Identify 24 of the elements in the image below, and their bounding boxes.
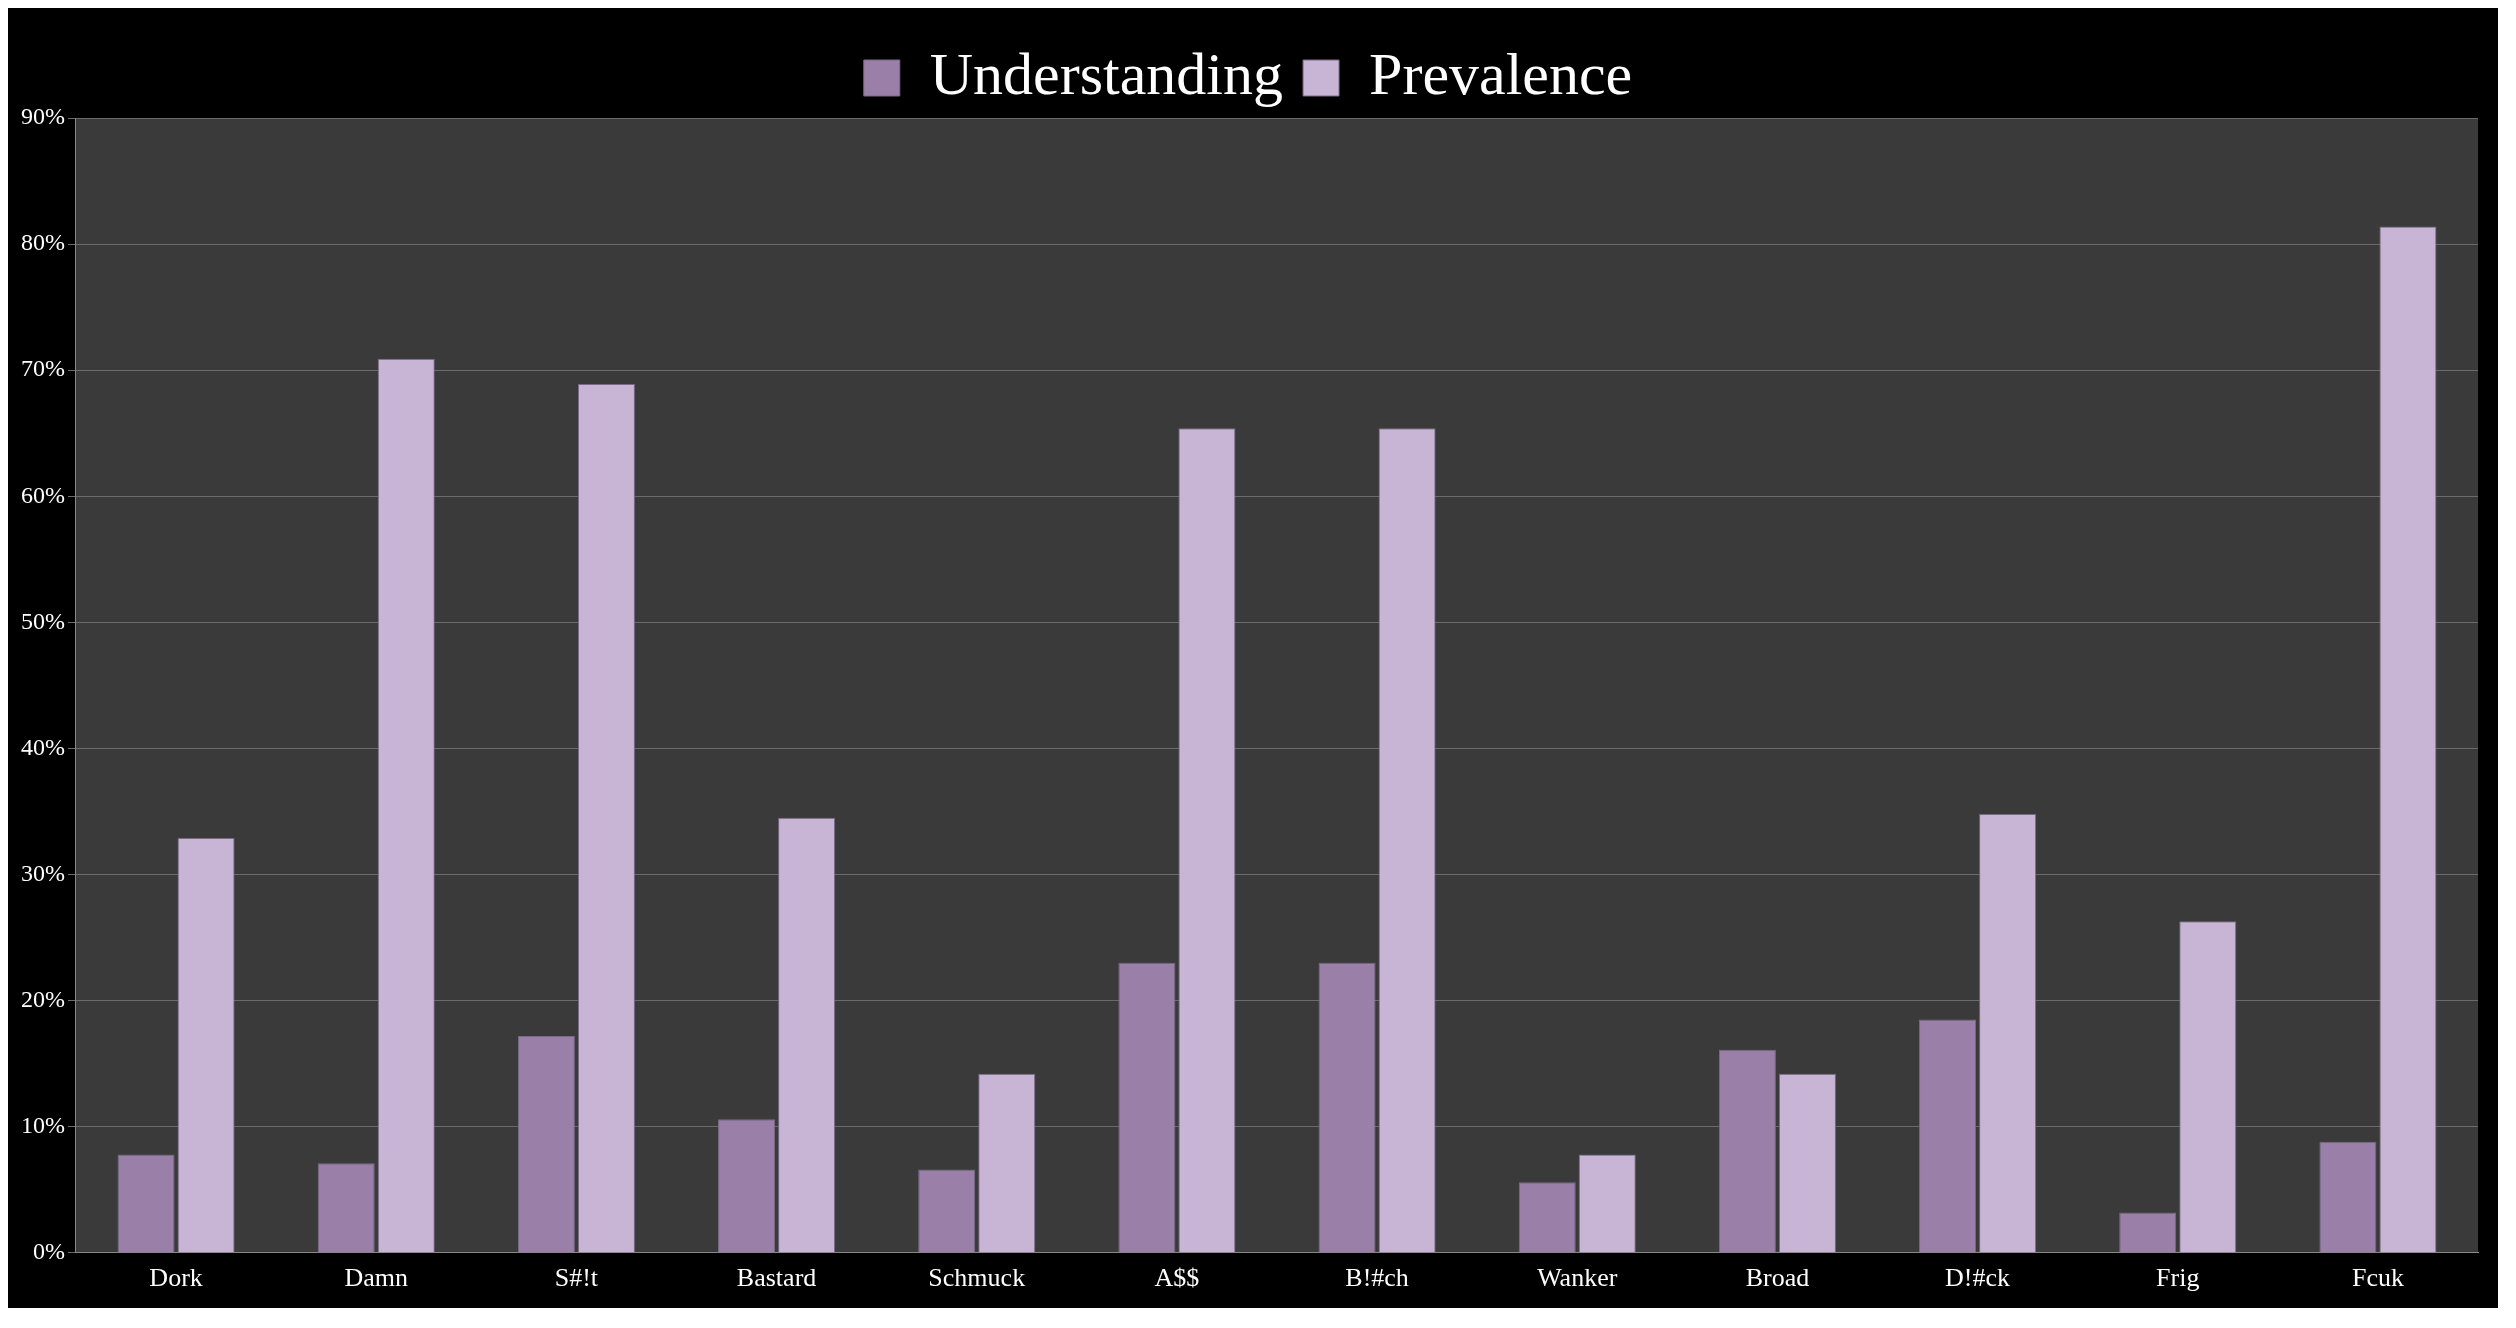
x-tick-label: Dork — [149, 1263, 203, 1293]
y-tick-label: 10% — [20, 1112, 65, 1139]
y-tick-label: 50% — [20, 607, 65, 634]
x-tick-label: Damn — [344, 1263, 409, 1293]
x-tick-label: Fcuk — [2351, 1263, 2404, 1293]
x-tick-label: Frig — [2156, 1263, 2200, 1293]
x-tick-label: Bastard — [736, 1263, 817, 1293]
legend-label: Prevalence — [1369, 40, 1633, 107]
x-tick-label: Wanker — [1537, 1263, 1618, 1293]
y-tick-label: 20% — [20, 985, 65, 1012]
y-tick-label: 40% — [20, 733, 65, 760]
x-tick-label: S#!t — [554, 1263, 599, 1293]
x-tick-label: Broad — [1745, 1263, 1810, 1293]
legend-label: Understanding — [929, 40, 1284, 107]
x-tick-label: D!#ck — [1945, 1263, 2011, 1293]
y-tick-label: 80% — [20, 229, 65, 256]
y-tick-label: 60% — [20, 481, 65, 508]
y-tick-label: 0% — [32, 1238, 65, 1265]
x-tick-label: A$$ — [1154, 1263, 1200, 1293]
y-tick-label: 30% — [20, 859, 65, 886]
y-tick-label: 70% — [20, 355, 65, 382]
x-tick-label: B!#ch — [1345, 1263, 1409, 1293]
x-tick-label: Schmuck — [928, 1263, 1026, 1293]
y-tick-label: 90% — [20, 103, 65, 130]
